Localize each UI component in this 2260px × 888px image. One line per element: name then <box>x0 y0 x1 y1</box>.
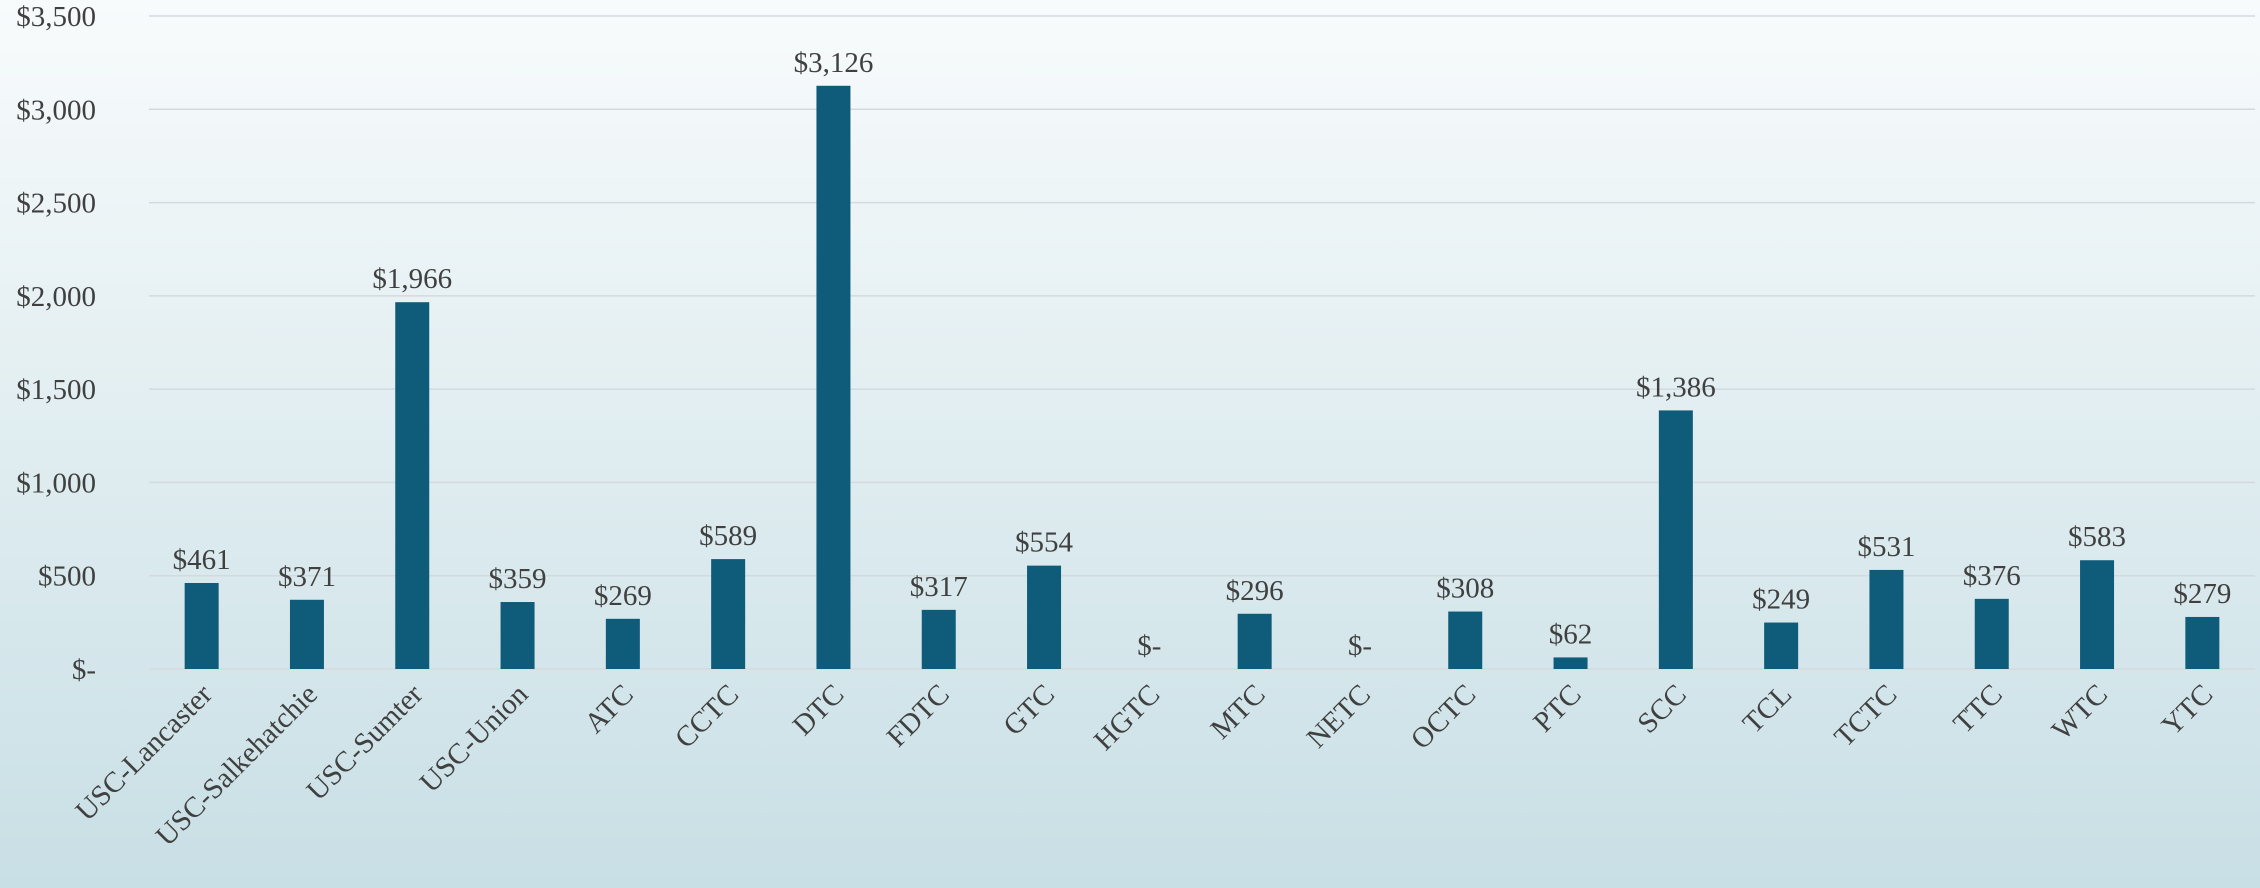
bar <box>289 599 324 669</box>
x-tick-label: ATC <box>578 678 639 739</box>
x-tick-label: CCTC <box>669 678 745 754</box>
value-label: $62 <box>1549 618 1593 650</box>
x-tick-label: FDTC <box>881 678 956 753</box>
value-label: $296 <box>1226 575 1284 607</box>
x-tick-label: SCC <box>1631 678 1692 739</box>
bar <box>500 602 535 669</box>
x-tick-label: PTC <box>1527 678 1587 738</box>
y-tick-label: $3,500 <box>16 1 96 33</box>
bar <box>1869 569 1904 669</box>
y-tick-label: $1,500 <box>16 374 96 406</box>
value-label: $589 <box>699 520 757 552</box>
x-tick-label: OCTC <box>1405 678 1482 755</box>
bar <box>395 302 430 669</box>
value-label: $308 <box>1436 573 1494 605</box>
value-label: $317 <box>910 571 968 603</box>
value-label: $359 <box>489 563 547 595</box>
bar <box>1237 613 1272 669</box>
bar <box>816 85 851 670</box>
value-label: $3,126 <box>794 47 874 79</box>
value-label: $249 <box>1752 584 1810 616</box>
value-label: $1,386 <box>1636 371 1716 403</box>
x-tick-label: GTC <box>997 678 1061 742</box>
y-tick-label: $2,000 <box>16 281 96 313</box>
value-label: $554 <box>1015 527 1074 559</box>
value-label: $583 <box>2068 521 2126 553</box>
x-tick-label: NETC <box>1301 678 1377 754</box>
x-tick-label: USC-Union <box>414 678 535 799</box>
y-tick-label: $500 <box>38 561 96 593</box>
value-label: $376 <box>1963 560 2021 592</box>
x-tick-label: WTC <box>2046 678 2114 746</box>
value-label: $279 <box>2173 578 2231 610</box>
y-tick-label: $2,500 <box>16 188 96 220</box>
bar <box>2080 560 2115 669</box>
x-tick-label: TCTC <box>1828 678 1903 753</box>
bar <box>711 559 746 669</box>
value-label: $461 <box>173 544 231 576</box>
value-label: $- <box>1348 630 1372 662</box>
value-label: $371 <box>278 561 336 593</box>
value-label: $269 <box>594 580 652 612</box>
y-tick-label: $1,000 <box>16 467 96 499</box>
x-tick-label: DTC <box>787 678 851 742</box>
bar <box>1974 598 2009 669</box>
bar <box>921 609 956 669</box>
bar <box>184 582 219 669</box>
x-tick-label: TTC <box>1947 678 2008 739</box>
value-label: $531 <box>1857 531 1915 563</box>
x-tick-label: YTC <box>2156 678 2220 742</box>
x-tick-label: HGTC <box>1088 678 1166 756</box>
bar <box>1764 622 1799 669</box>
y-tick-label: $3,000 <box>16 94 96 126</box>
x-tick-label: MTC <box>1205 678 1272 745</box>
bar <box>1553 657 1588 669</box>
bar <box>1027 565 1062 669</box>
bar <box>605 618 640 669</box>
bar <box>1448 611 1483 669</box>
y-tick-label: $- <box>72 654 96 686</box>
value-label: $1,966 <box>372 263 452 295</box>
value-label: $- <box>1137 630 1161 662</box>
bar <box>2185 616 2220 669</box>
bar <box>1658 410 1693 669</box>
x-tick-label: TCL <box>1737 678 1798 739</box>
